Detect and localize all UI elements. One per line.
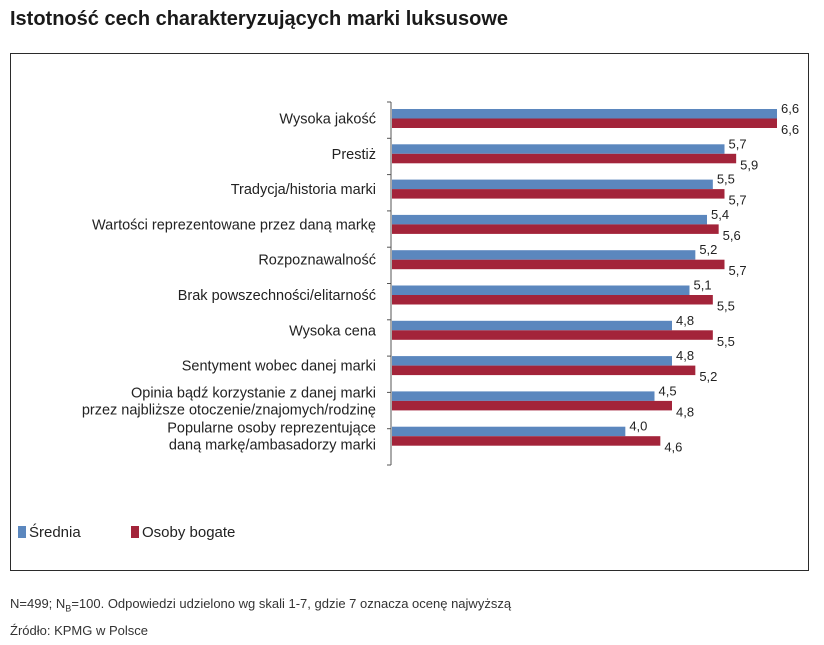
bar-osoby-bogate	[392, 436, 661, 446]
data-label: 6,6	[781, 101, 799, 116]
data-label: 4,8	[676, 348, 694, 363]
bar-srednia	[392, 214, 707, 225]
data-label: 5,5	[717, 334, 735, 349]
data-label: 5,7	[729, 136, 747, 151]
legend-label: Osoby bogate	[142, 524, 235, 541]
bar-srednia	[392, 320, 672, 331]
data-label: 5,4	[711, 207, 729, 222]
data-label: 4,5	[659, 383, 677, 398]
bar-srednia	[392, 250, 696, 260]
category-label: Tradycja/historia marki	[231, 182, 376, 198]
bar-srednia	[392, 426, 626, 437]
data-label: 5,5	[717, 299, 735, 314]
category-label: Wysoka jakość	[279, 112, 376, 128]
data-label: 4,8	[676, 404, 694, 419]
bar-osoby-bogate	[392, 118, 777, 128]
bar-chart: Wysoka jakość 6,6 6,6 Prestiż 5,7 5,9 Tradycja…	[18, 101, 799, 541]
footnote-prefix: N=499; N	[10, 596, 66, 611]
data-label: 4,6	[664, 440, 682, 455]
category-label: przez najbliższe otoczenie/znajomych/rod…	[82, 402, 376, 418]
legend-swatch-srednia	[18, 526, 26, 538]
data-label: 5,2	[699, 369, 717, 384]
data-label: 5,1	[694, 278, 712, 293]
data-label: 5,7	[729, 263, 747, 278]
bar-srednia	[392, 109, 777, 119]
bar-osoby-bogate	[392, 189, 725, 199]
bar-osoby-bogate	[392, 330, 713, 340]
data-label: 5,2	[699, 242, 717, 257]
category-label: Rozpoznawalność	[258, 253, 376, 269]
footnote-subscript: B	[65, 603, 72, 614]
chart-frame: Wysoka jakość 6,6 6,6 Prestiż 5,7 5,9 Tradycja…	[10, 53, 809, 571]
footnote-suffix: =100. Odpowiedzi udzielono wg skali 1-7,…	[71, 596, 512, 611]
bar-osoby-bogate	[392, 153, 737, 164]
category-label: daną markę/ambasadorzy marki	[169, 438, 376, 454]
bar-osoby-bogate	[392, 259, 725, 270]
data-label: 5,5	[717, 172, 735, 187]
category-label: Wartości reprezentowane przez daną markę	[92, 217, 376, 233]
bar-srednia	[392, 144, 725, 154]
chart-title: Istotność cech charakteryzujących marki …	[10, 8, 508, 30]
data-label: 5,7	[729, 193, 747, 208]
bar-osoby-bogate	[392, 224, 719, 234]
bar-srednia	[392, 285, 690, 295]
data-label: 4,0	[629, 419, 647, 434]
bar-srednia	[392, 179, 713, 190]
category-label: Popularne osoby reprezentujące	[167, 421, 376, 437]
bar-osoby-bogate	[392, 365, 696, 376]
category-label: Opinia bądź korzystanie z danej marki	[131, 385, 376, 401]
source-note: Źródło: KPMG w Polsce	[10, 623, 148, 638]
category-label: Sentyment wobec danej marki	[182, 359, 376, 375]
legend-label: Średnia	[29, 523, 81, 541]
data-label: 5,9	[740, 157, 758, 172]
category-label: Brak powszechności/elitarność	[178, 288, 376, 304]
data-label: 5,6	[723, 228, 741, 243]
data-label: 6,6	[781, 122, 799, 137]
bar-osoby-bogate	[392, 295, 713, 305]
data-label: 4,8	[676, 313, 694, 328]
legend-swatch-osoby-bogate	[131, 526, 139, 538]
bar-srednia	[392, 391, 655, 401]
footnote: N=499; NB=100. Odpowiedzi udzielono wg s…	[10, 596, 511, 614]
category-label: Prestiż	[332, 147, 376, 163]
bar-osoby-bogate	[392, 400, 672, 411]
bar-srednia	[392, 356, 672, 366]
category-label: Wysoka cena	[289, 323, 377, 339]
